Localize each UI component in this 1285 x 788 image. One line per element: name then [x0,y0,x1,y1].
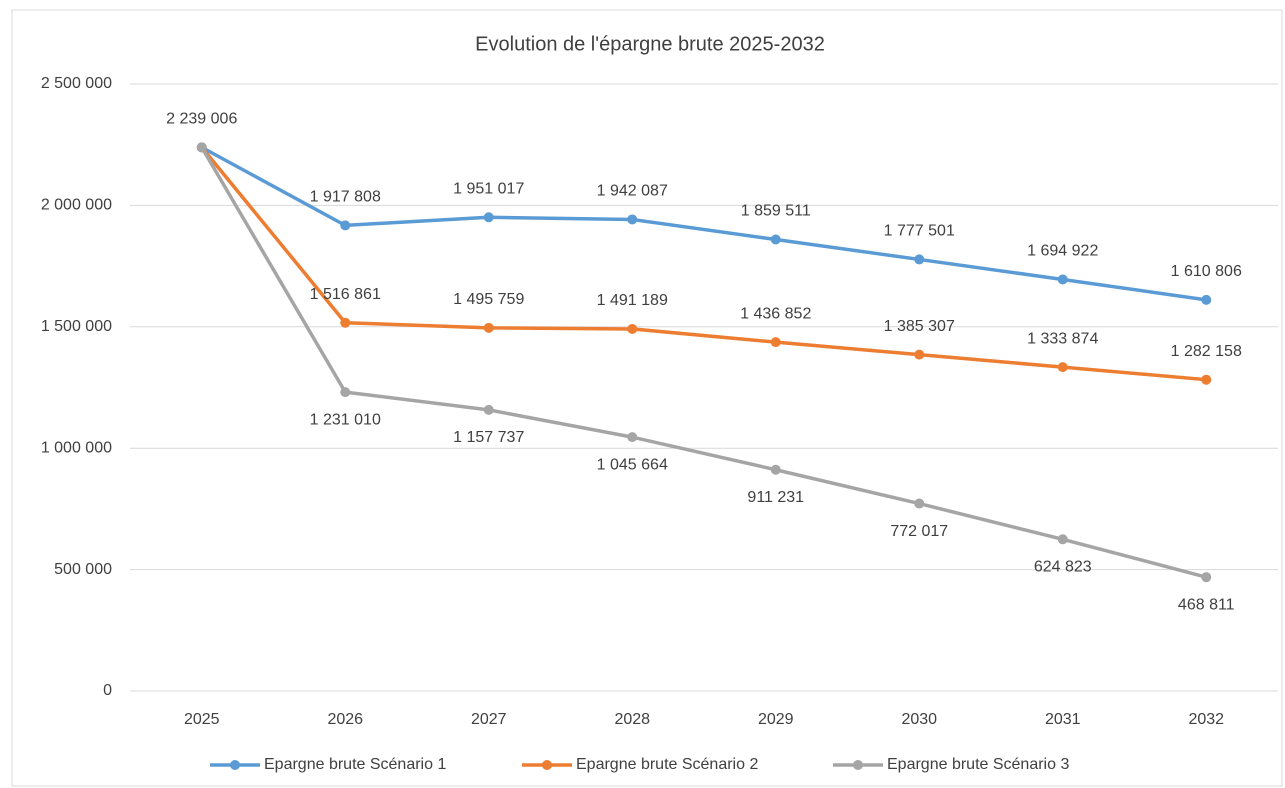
data-label: 772 017 [890,523,948,540]
data-point [340,317,351,328]
data-point [1201,374,1212,385]
y-tick-label: 1 000 000 [41,439,112,456]
data-label: 1 495 759 [453,291,524,308]
data-point [914,498,925,509]
series-line [200,146,1207,579]
legend-label: Epargne brute Scénario 1 [264,756,446,773]
chart-border [11,9,1283,787]
data-label: 1 157 737 [453,429,524,446]
y-tick-label: 0 [103,682,112,699]
data-label: 624 823 [1034,559,1092,576]
data-label: 1 777 501 [884,223,955,240]
legend-label: Epargne brute Scénario 2 [576,756,758,773]
x-tick-label: 2031 [1045,711,1081,728]
data-label: 1 491 189 [597,292,668,309]
data-point [483,212,494,223]
x-tick-label: 2030 [901,711,937,728]
data-label: 1 436 852 [740,305,811,322]
y-tick-label: 1 500 000 [41,318,112,335]
x-tick-label: 2029 [758,711,794,728]
legend-marker [542,760,552,770]
data-point [1201,294,1212,305]
data-point [196,142,207,153]
data-label: 1 917 808 [310,189,381,206]
x-tick-label: 2032 [1188,711,1224,728]
data-point [1057,274,1068,285]
legend-label: Epargne brute Scénario 3 [887,756,1069,773]
data-label: 1 282 158 [1171,343,1242,360]
data-point [483,322,494,333]
series-line [200,146,1207,382]
data-label: 2 239 006 [166,111,237,128]
data-point [627,214,638,225]
data-point [1057,362,1068,373]
data-label: 1 942 087 [597,183,668,200]
data-point [340,387,351,398]
data-point [770,464,781,475]
data-point [770,234,781,245]
data-label: 911 231 [747,489,804,506]
data-point [1057,534,1068,545]
data-label: 1 951 017 [453,181,524,198]
data-label: 1 610 806 [1171,263,1242,280]
data-label: 468 811 [1178,596,1235,613]
data-point [627,432,638,443]
x-tick-label: 2026 [327,711,363,728]
data-point [483,404,494,415]
data-point [1201,572,1212,583]
data-point [914,254,925,265]
data-label: 1 333 874 [1027,330,1098,347]
data-label: 1 385 307 [884,318,955,335]
series-line [200,145,1207,302]
data-label: 1 859 511 [741,203,811,220]
x-tick-label: 2028 [614,711,650,728]
data-point [914,349,925,360]
y-tick-label: 2 500 000 [41,75,112,92]
legend-marker [853,760,863,770]
data-label: 1 694 922 [1027,243,1098,260]
x-tick-label: 2025 [184,711,220,728]
data-point [627,323,638,334]
data-label: 1 231 010 [310,411,381,428]
y-tick-label: 2 000 000 [41,197,112,214]
x-tick-label: 2027 [471,711,507,728]
data-point [340,220,351,231]
y-tick-label: 500 000 [54,561,112,578]
data-point [770,337,781,348]
data-label: 1 045 664 [597,456,668,473]
chart-title: Evolution de l'épargne brute 2025-2032 [475,33,825,55]
legend-marker [230,760,240,770]
data-label: 1 516 861 [310,286,381,303]
